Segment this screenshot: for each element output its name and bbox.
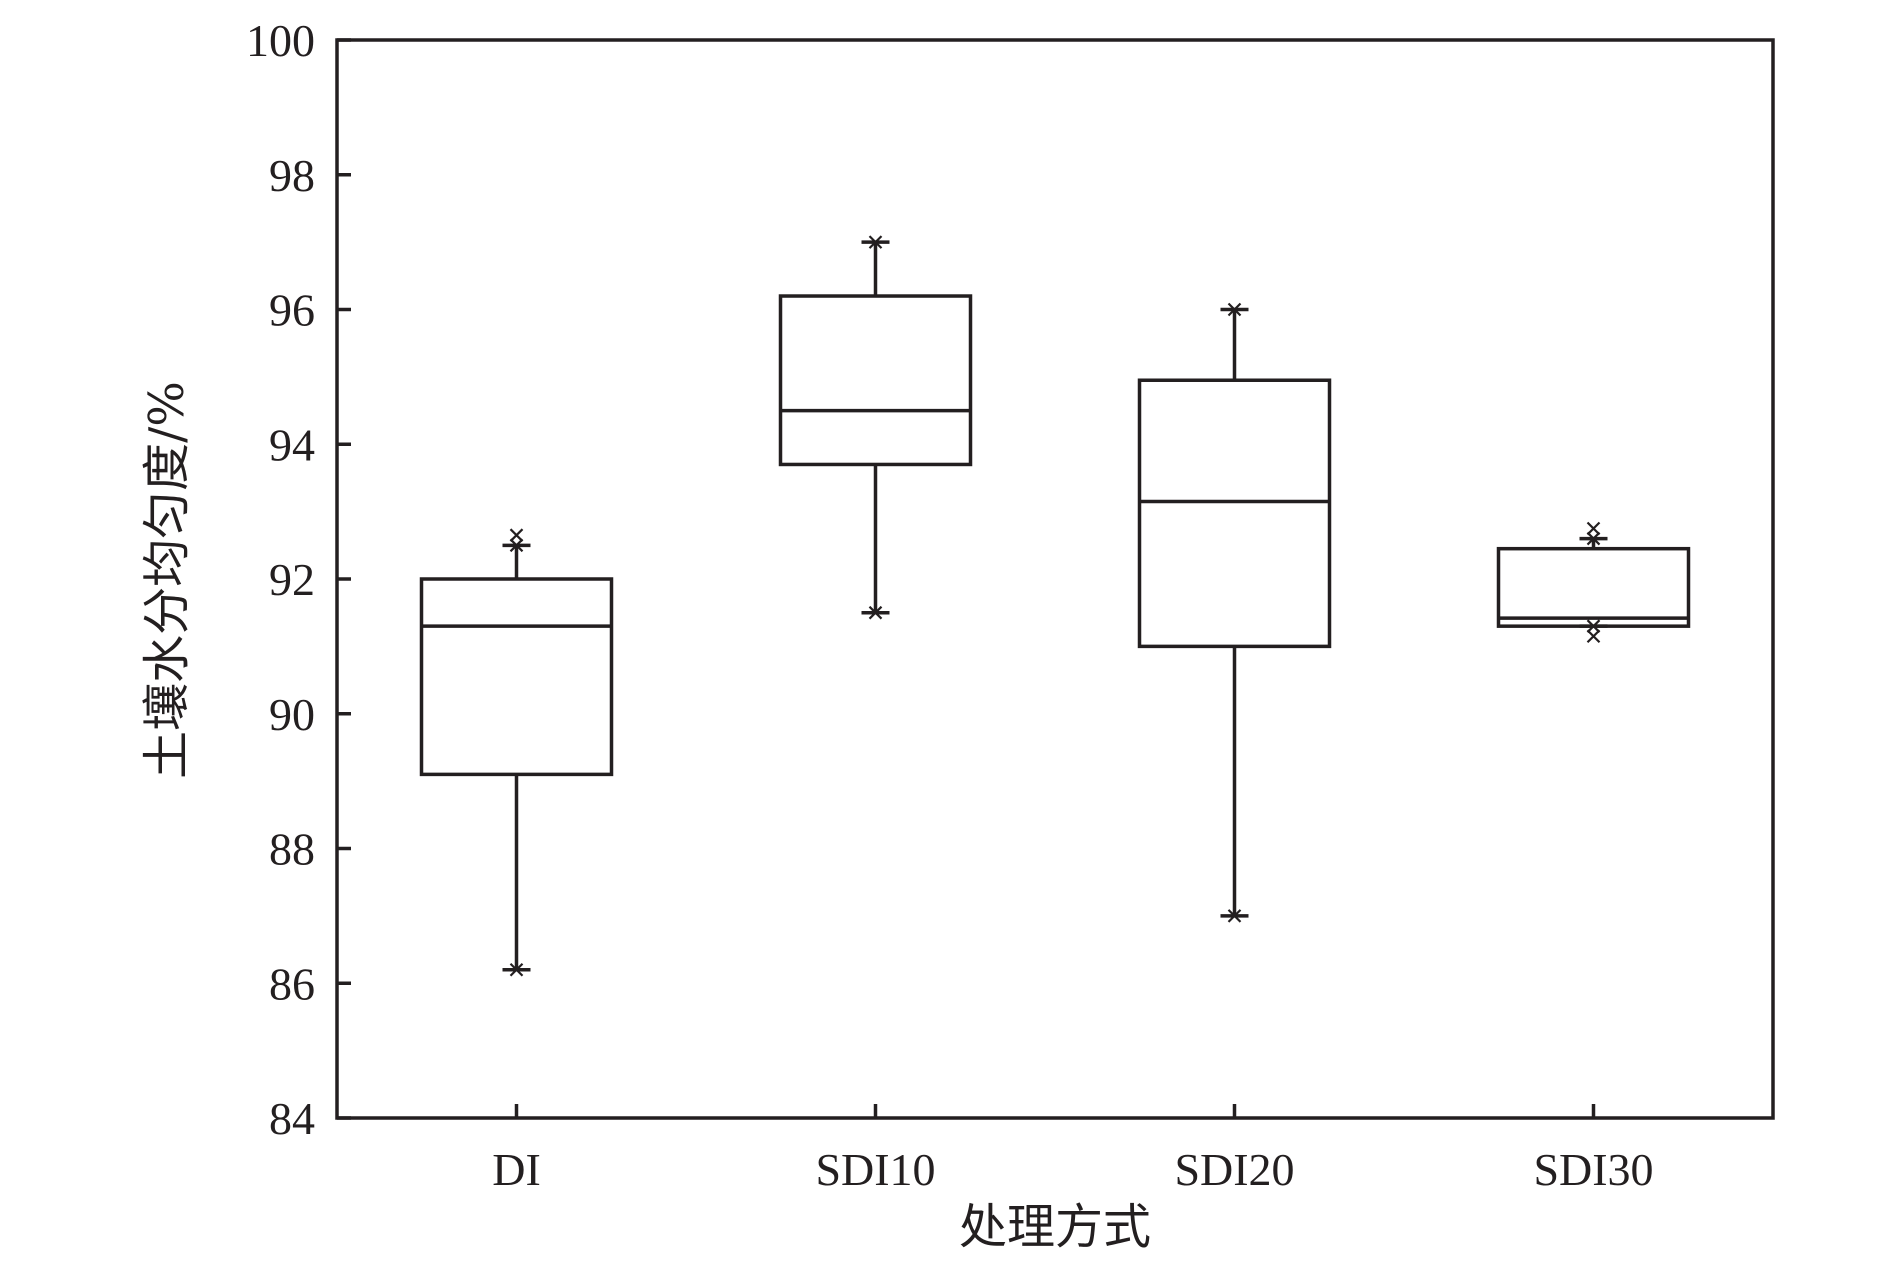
box-di: [419, 528, 614, 977]
extreme-marker: [509, 962, 524, 977]
y-tick-label: 90: [269, 689, 315, 740]
y-tick-label: 100: [246, 15, 315, 66]
y-tick-label: 92: [269, 554, 315, 605]
extreme-marker: [868, 235, 883, 249]
box-iqr: [419, 577, 614, 777]
outlier-marker: [1586, 521, 1601, 536]
x-tick-label: SDI10: [815, 1144, 935, 1195]
extreme-marker: [1586, 619, 1601, 633]
y-tick-label: 88: [269, 824, 315, 875]
box-sdi20: [1137, 302, 1332, 923]
extreme-marker: [868, 605, 883, 620]
x-axis-title: 处理方式: [959, 1199, 1151, 1255]
y-tick-label: 84: [269, 1093, 315, 1144]
box-iqr: [1137, 378, 1332, 649]
y-tick-label: 98: [269, 150, 315, 201]
box-series: [419, 235, 1691, 977]
x-tick-label: DI: [492, 1144, 541, 1195]
box-iqr: [1496, 546, 1691, 628]
outlier-marker: [1586, 629, 1601, 644]
y-tick-label: 96: [269, 285, 315, 336]
y-tick-label: 94: [269, 419, 315, 470]
y-tick-label: 86: [269, 958, 315, 1009]
extreme-marker: [1227, 909, 1242, 923]
extreme-marker: [1227, 302, 1242, 317]
x-axis: DI SDI10 SDI20 SDI30: [492, 1104, 1654, 1195]
y-axis-title: 土壤水分均匀度/%: [139, 381, 195, 779]
box-iqr: [778, 294, 973, 467]
x-tick-label: SDI20: [1174, 1144, 1294, 1195]
extreme-marker: [509, 538, 524, 553]
x-tick-label: SDI30: [1533, 1144, 1653, 1195]
box-sdi30: [1496, 521, 1691, 644]
box-sdi10: [778, 235, 973, 620]
extreme-marker: [1586, 531, 1601, 546]
outlier-marker: [509, 528, 524, 542]
y-axis: 84 86 88 90 92 94 96 98 100: [246, 15, 351, 1144]
